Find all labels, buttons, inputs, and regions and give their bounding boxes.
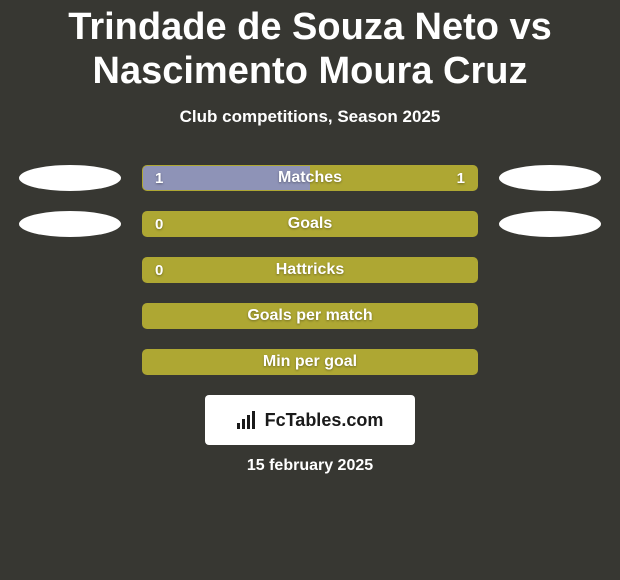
page-title: Trindade de Souza Neto vs Nascimento Mou…: [0, 6, 620, 93]
comparison-row: Goals per match: [0, 293, 620, 339]
comparison-rows: Matches11Goals0Hattricks0Goals per match…: [0, 155, 620, 385]
right-ellipse-icon: [499, 211, 601, 237]
stat-label: Goals per match: [143, 304, 477, 328]
subtitle: Club competitions, Season 2025: [0, 107, 620, 127]
comparison-row: Hattricks0: [0, 247, 620, 293]
comparison-infographic: Trindade de Souza Neto vs Nascimento Mou…: [0, 0, 620, 580]
left-value: 1: [155, 166, 163, 190]
brand-text: FcTables.com: [265, 410, 384, 431]
comparison-row: Matches1 1: [0, 155, 620, 201]
comparison-row: Goals0: [0, 201, 620, 247]
left-ellipse-icon: [19, 211, 121, 237]
stat-label: Goals: [143, 212, 477, 236]
stat-bar: Matches1 1: [142, 165, 478, 191]
date-text: 15 february 2025: [0, 457, 620, 475]
stat-bar: Goals0: [142, 211, 478, 237]
stat-bar: Hattricks0: [142, 257, 478, 283]
right-value: 1: [457, 166, 465, 190]
comparison-row: Min per goal: [0, 339, 620, 385]
stat-bar: Goals per match: [142, 303, 478, 329]
brand-badge: FcTables.com: [205, 395, 415, 445]
stat-label: Matches: [143, 166, 477, 190]
left-value: 0: [155, 212, 163, 236]
stat-bar: Min per goal: [142, 349, 478, 375]
stat-label: Hattricks: [143, 258, 477, 282]
brand-chart-icon: [237, 411, 259, 429]
left-player-marker: [10, 165, 130, 191]
right-player-marker: [490, 165, 610, 191]
left-value: 0: [155, 258, 163, 282]
right-ellipse-icon: [499, 165, 601, 191]
right-player-marker: [490, 211, 610, 237]
left-player-marker: [10, 211, 130, 237]
left-ellipse-icon: [19, 165, 121, 191]
stat-label: Min per goal: [143, 350, 477, 374]
